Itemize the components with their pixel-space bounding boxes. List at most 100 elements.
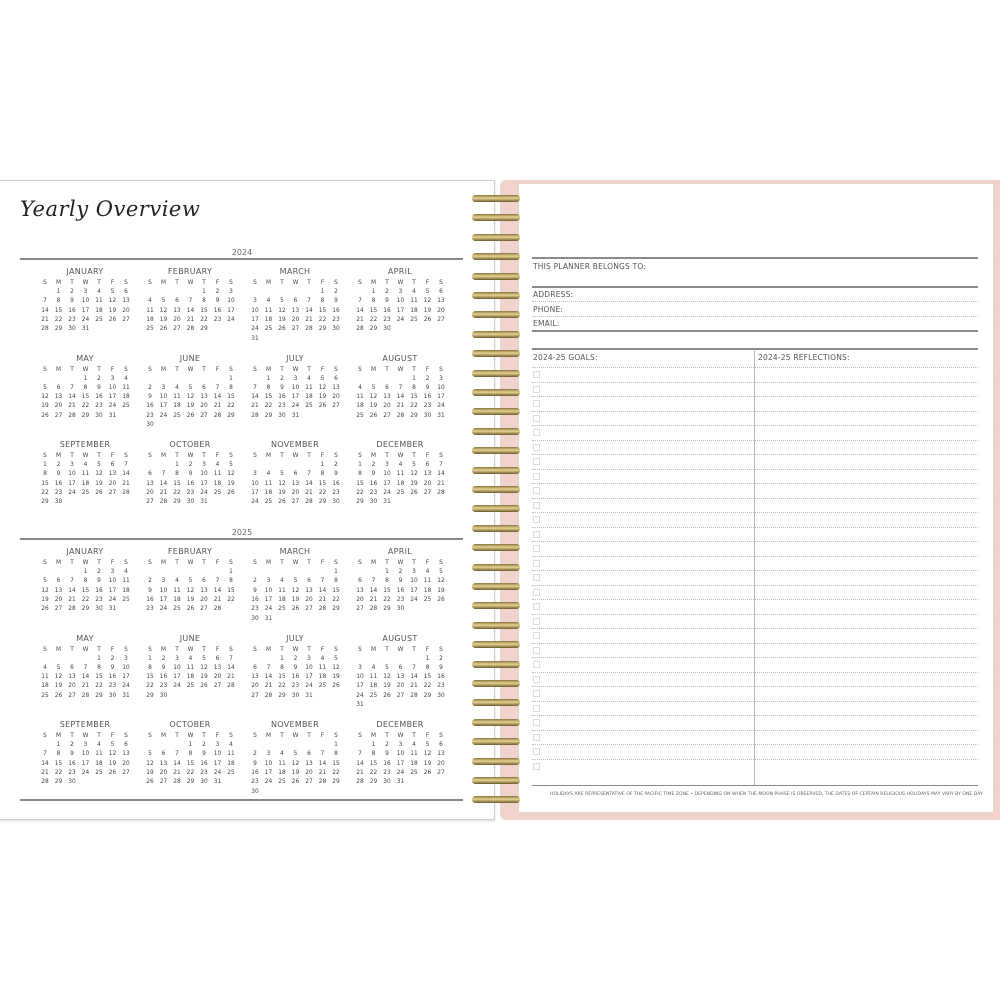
day-cell: 8 bbox=[43, 469, 47, 478]
day-cell: 7 bbox=[358, 749, 362, 758]
weekday-label: S bbox=[148, 451, 152, 459]
goal-checkbox[interactable] bbox=[533, 559, 540, 567]
goal-checkbox[interactable] bbox=[533, 646, 540, 654]
goal-checkbox[interactable] bbox=[533, 371, 540, 378]
day-cell: 27 bbox=[54, 410, 63, 419]
day-cell: 27 bbox=[291, 324, 300, 333]
ruled-line[interactable] bbox=[532, 758, 978, 760]
ruled-line[interactable] bbox=[532, 396, 978, 397]
ruled-line[interactable] bbox=[532, 628, 978, 629]
day-cell: 6 bbox=[56, 576, 61, 585]
goal-checkbox[interactable] bbox=[533, 632, 540, 639]
ruled-line[interactable] bbox=[532, 584, 978, 586]
day-cell: 11 bbox=[278, 758, 286, 767]
day-cell: 24 bbox=[264, 604, 273, 613]
goal-checkbox[interactable] bbox=[533, 762, 540, 770]
weekday-label: F bbox=[110, 364, 115, 373]
day-cell: 7 bbox=[412, 662, 416, 671]
day-cell: 19 bbox=[369, 401, 378, 410]
goal-checkbox[interactable] bbox=[533, 400, 540, 407]
day-cell: 19 bbox=[332, 672, 340, 681]
ruled-line[interactable] bbox=[532, 642, 978, 644]
day-cell: 21 bbox=[396, 401, 405, 410]
ruled-line[interactable] bbox=[532, 367, 978, 368]
day-cell: 1 bbox=[385, 567, 389, 575]
divider bbox=[532, 348, 978, 350]
ruled-line[interactable] bbox=[532, 526, 978, 528]
day-cell: 15 bbox=[410, 392, 418, 401]
phone-line[interactable] bbox=[532, 316, 978, 317]
day-cell: 19 bbox=[146, 767, 154, 776]
goal-checkbox[interactable] bbox=[533, 675, 540, 683]
month-name: MARCH bbox=[279, 547, 311, 556]
ruled-line[interactable] bbox=[532, 599, 978, 600]
ruled-line[interactable] bbox=[532, 686, 978, 687]
ruled-line[interactable] bbox=[532, 512, 978, 513]
weekday-label: S bbox=[229, 558, 233, 566]
day-cell: 17 bbox=[251, 487, 259, 496]
address-line[interactable] bbox=[532, 301, 978, 302]
ruled-line[interactable] bbox=[532, 410, 978, 412]
ruled-line[interactable] bbox=[532, 700, 978, 702]
day-cell: 24 bbox=[173, 681, 181, 690]
goal-checkbox[interactable] bbox=[533, 385, 540, 393]
goal-checkbox[interactable] bbox=[533, 690, 540, 697]
goal-checkbox[interactable] bbox=[533, 545, 540, 552]
day-cell: 5 bbox=[161, 296, 166, 305]
ruled-line[interactable] bbox=[532, 439, 978, 441]
goal-checkbox[interactable] bbox=[533, 458, 540, 465]
coil-ring bbox=[472, 253, 520, 261]
coil-ring bbox=[472, 583, 520, 590]
goal-checkbox[interactable] bbox=[533, 487, 540, 494]
goal-checkbox[interactable] bbox=[533, 661, 540, 668]
goal-checkbox[interactable] bbox=[533, 574, 540, 581]
day-cell: 15 bbox=[332, 758, 340, 767]
ruled-line[interactable] bbox=[532, 657, 978, 658]
weekday-label: F bbox=[110, 558, 115, 566]
goal-checkbox[interactable] bbox=[533, 733, 540, 741]
goal-checkbox[interactable] bbox=[533, 704, 540, 712]
ruled-line[interactable] bbox=[532, 454, 978, 455]
ruled-line[interactable] bbox=[532, 570, 978, 571]
day-cell: 1 bbox=[56, 740, 61, 748]
ruled-line[interactable] bbox=[532, 613, 978, 615]
day-cell: 10 bbox=[81, 749, 90, 758]
day-cell: 5 bbox=[334, 653, 338, 662]
day-cell: 24 bbox=[213, 767, 222, 776]
goal-checkbox[interactable] bbox=[533, 472, 540, 480]
goal-checkbox[interactable] bbox=[533, 530, 540, 538]
day-cell: 10 bbox=[291, 382, 300, 391]
goal-checkbox[interactable] bbox=[533, 603, 540, 610]
ruled-line[interactable] bbox=[532, 671, 978, 673]
goal-checkbox[interactable] bbox=[533, 617, 540, 625]
goal-checkbox[interactable] bbox=[533, 501, 540, 509]
day-cell: 21 bbox=[41, 314, 49, 323]
ruled-line[interactable] bbox=[532, 381, 978, 383]
ruled-line[interactable] bbox=[532, 483, 978, 484]
goal-checkbox[interactable] bbox=[533, 414, 540, 422]
goal-checkbox[interactable] bbox=[533, 719, 540, 726]
ruled-line[interactable] bbox=[532, 744, 978, 745]
goal-checkbox[interactable] bbox=[533, 443, 540, 451]
weekday-label: T bbox=[70, 731, 74, 739]
ruled-line[interactable] bbox=[532, 497, 978, 499]
ruled-line[interactable] bbox=[532, 541, 978, 542]
goal-checkbox[interactable] bbox=[533, 748, 540, 755]
ruled-line[interactable] bbox=[532, 555, 978, 557]
weekday-label: T bbox=[307, 364, 311, 373]
goal-checkbox[interactable] bbox=[533, 429, 540, 436]
ruled-line[interactable] bbox=[532, 715, 978, 716]
day-cell: 30 bbox=[369, 497, 378, 506]
goal-checkbox[interactable] bbox=[533, 516, 540, 523]
goal-checkbox[interactable] bbox=[533, 588, 540, 596]
ruled-line[interactable] bbox=[532, 468, 978, 470]
weekday-label: S bbox=[334, 731, 338, 739]
day-cell: 23 bbox=[251, 777, 259, 786]
ruled-line[interactable] bbox=[532, 425, 978, 426]
day-cell: 16 bbox=[332, 478, 340, 487]
ruled-line[interactable] bbox=[532, 729, 978, 731]
day-cell: 5 bbox=[320, 373, 325, 382]
weekday-label: S bbox=[148, 278, 152, 286]
day-cell: 18 bbox=[122, 585, 130, 594]
day-cell: 26 bbox=[437, 594, 445, 603]
